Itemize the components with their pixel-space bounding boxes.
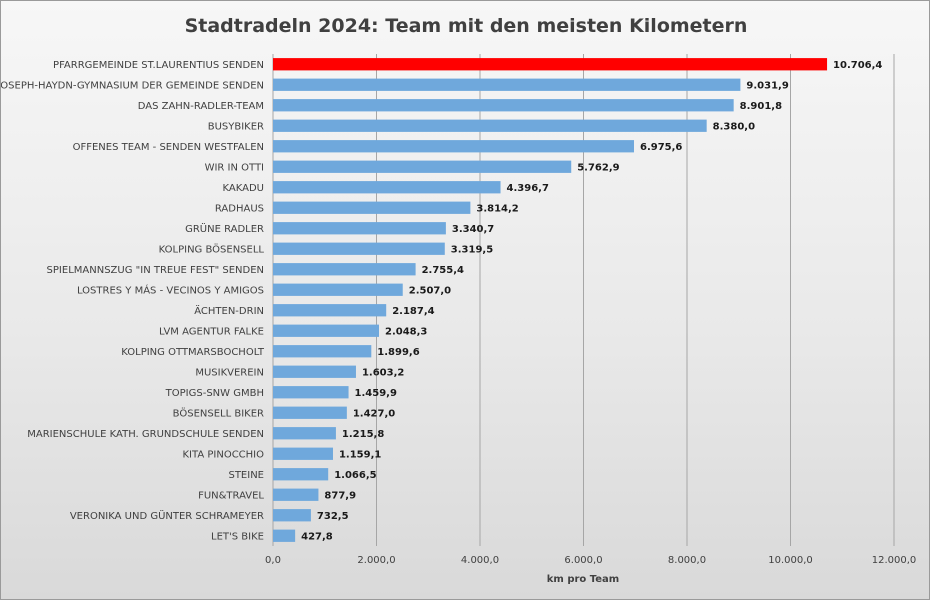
category-label: KOLPING OTTMARSBOCHOLT (121, 347, 265, 358)
bar (273, 201, 471, 214)
x-tick-label: 10.000,0 (768, 555, 813, 566)
category-label: SPIELMANNSZUG "IN TREUE FEST" SENDEN (47, 265, 264, 276)
bar (273, 406, 347, 419)
category-label: LOSTRES Y MÁS - VECINOS Y AMIGOS (77, 283, 264, 296)
bar (273, 427, 336, 440)
bar (273, 181, 501, 194)
data-label: 4.396,7 (507, 183, 549, 194)
x-axis-title: km pro Team (547, 574, 619, 585)
bar (273, 509, 311, 522)
category-label: VERONIKA UND GÜNTER SCHRAMEYER (70, 509, 264, 522)
category-label: BUSYBIKER (208, 121, 264, 132)
data-label: 8.901,8 (740, 101, 782, 112)
bar (273, 58, 828, 71)
x-tick-label: 6.000,0 (564, 555, 602, 566)
bar (273, 447, 333, 460)
data-label: 1.159,1 (339, 449, 381, 460)
category-label: DAS ZAHN-RADLER-TEAM (138, 101, 264, 112)
bar (273, 283, 403, 296)
bar (273, 324, 379, 337)
chart-title: Stadtradeln 2024: Team mit den meisten K… (185, 15, 748, 37)
category-label: ÄCHTEN-DRIN (194, 304, 264, 317)
bar (273, 304, 387, 317)
bar (273, 242, 445, 255)
bar (273, 99, 734, 112)
category-label: STEINE (228, 470, 264, 481)
data-label: 8.380,0 (713, 121, 755, 132)
category-label: MUSIKVEREIN (195, 367, 264, 378)
category-label: KITA PINOCCHIO (183, 449, 265, 460)
bar (273, 140, 634, 153)
bar (273, 488, 319, 501)
x-tick-label: 8.000,0 (668, 555, 706, 566)
data-label: 1.215,8 (342, 429, 384, 440)
category-label: MARIENSCHULE KATH. GRUNDSCHULE SENDEN (27, 429, 264, 440)
category-label: WIR IN OTTI (205, 162, 264, 173)
x-tick-label: 2.000,0 (357, 555, 395, 566)
data-label: 10.706,4 (833, 60, 882, 71)
bar (273, 345, 372, 358)
category-label: PFARRGEMEINDE ST.LAURENTIUS SENDEN (53, 60, 264, 71)
data-label: 5.762,9 (577, 162, 619, 173)
category-label: OFFENES TEAM - SENDEN WESTFALEN (73, 142, 264, 153)
bar (273, 386, 349, 399)
data-label: 6.975,6 (640, 142, 682, 153)
category-label: GRÜNE RADLER (185, 222, 264, 235)
bar (273, 365, 356, 378)
data-label: 2.755,4 (422, 265, 464, 276)
data-label: 1.427,0 (353, 408, 395, 419)
category-label: BÖSENSELL BIKER (173, 406, 264, 419)
x-tick-label: 0,0 (265, 555, 281, 566)
x-tick-label: 4.000,0 (461, 555, 499, 566)
bars (273, 58, 828, 542)
data-label: 2.507,0 (409, 285, 451, 296)
category-label: RADHAUS (215, 203, 264, 214)
data-label: 427,8 (301, 531, 333, 542)
category-label: TOPIGS-SNW GMBH (165, 388, 264, 399)
x-tick-label: 12.000,0 (872, 555, 917, 566)
data-label: 1.603,2 (362, 367, 404, 378)
data-label: 732,5 (317, 511, 349, 522)
bar (273, 529, 296, 542)
bar (273, 263, 416, 276)
data-label: 877,9 (324, 490, 356, 501)
category-label: KOLPING BÖSENSELL (159, 242, 265, 255)
bar (273, 222, 446, 235)
data-label: 1.899,6 (377, 347, 419, 358)
category-label: JOSEPH-HAYDN-GYMNASIUM DER GEMEINDE SEND… (1, 80, 264, 91)
category-label: KAKADU (223, 183, 264, 194)
data-label: 2.187,4 (392, 306, 434, 317)
bar (273, 160, 572, 173)
category-label: LVM AGENTUR FALKE (159, 326, 264, 337)
data-label: 3.319,5 (451, 244, 493, 255)
data-label: 3.340,7 (452, 224, 494, 235)
bar (273, 78, 741, 91)
data-label: 3.814,2 (476, 203, 518, 214)
gridlines (272, 54, 895, 546)
labels: 0,0 2.000,0 4.000,0 6.000,0 8.000,0 10.000,0 1… (1, 60, 916, 566)
data-label: 1.066,5 (334, 470, 376, 481)
data-label: 2.048,3 (385, 326, 427, 337)
category-label: FUN&TRAVEL (198, 490, 264, 501)
data-label: 9.031,9 (746, 80, 788, 91)
bar (273, 119, 707, 132)
bar (273, 468, 329, 481)
data-label: 1.459,9 (355, 388, 397, 399)
category-label: LET'S BIKE (211, 531, 264, 542)
